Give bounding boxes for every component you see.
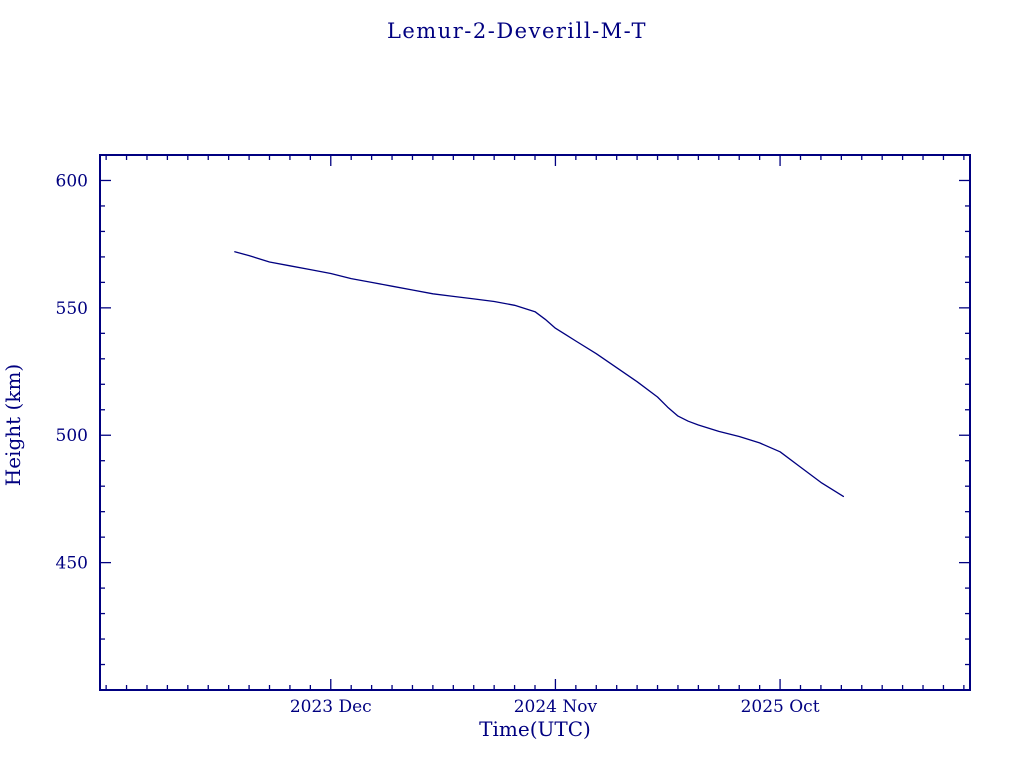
y-tick-label: 550 bbox=[56, 299, 88, 319]
y-axis-label: Height (km) bbox=[1, 364, 25, 486]
height-series-line bbox=[234, 251, 845, 498]
y-tick-label: 600 bbox=[56, 171, 88, 191]
plot-frame bbox=[99, 154, 971, 691]
chart-title: Lemur-2-Deverill-M-T bbox=[387, 19, 647, 43]
x-tick-label: 2024 Nov bbox=[514, 697, 598, 717]
axis-tick-labels: 450 500 550 600 2023 Dec 2024 Nov 2025 Oct bbox=[56, 171, 820, 717]
x-tick-label: 2025 Oct bbox=[741, 697, 820, 717]
y-tick-label: 500 bbox=[56, 426, 88, 446]
x-axis-label: Time(UTC) bbox=[479, 717, 591, 741]
y-tick-label: 450 bbox=[56, 554, 88, 574]
axis-ticks bbox=[100, 155, 970, 690]
x-tick-label: 2023 Dec bbox=[290, 697, 372, 717]
